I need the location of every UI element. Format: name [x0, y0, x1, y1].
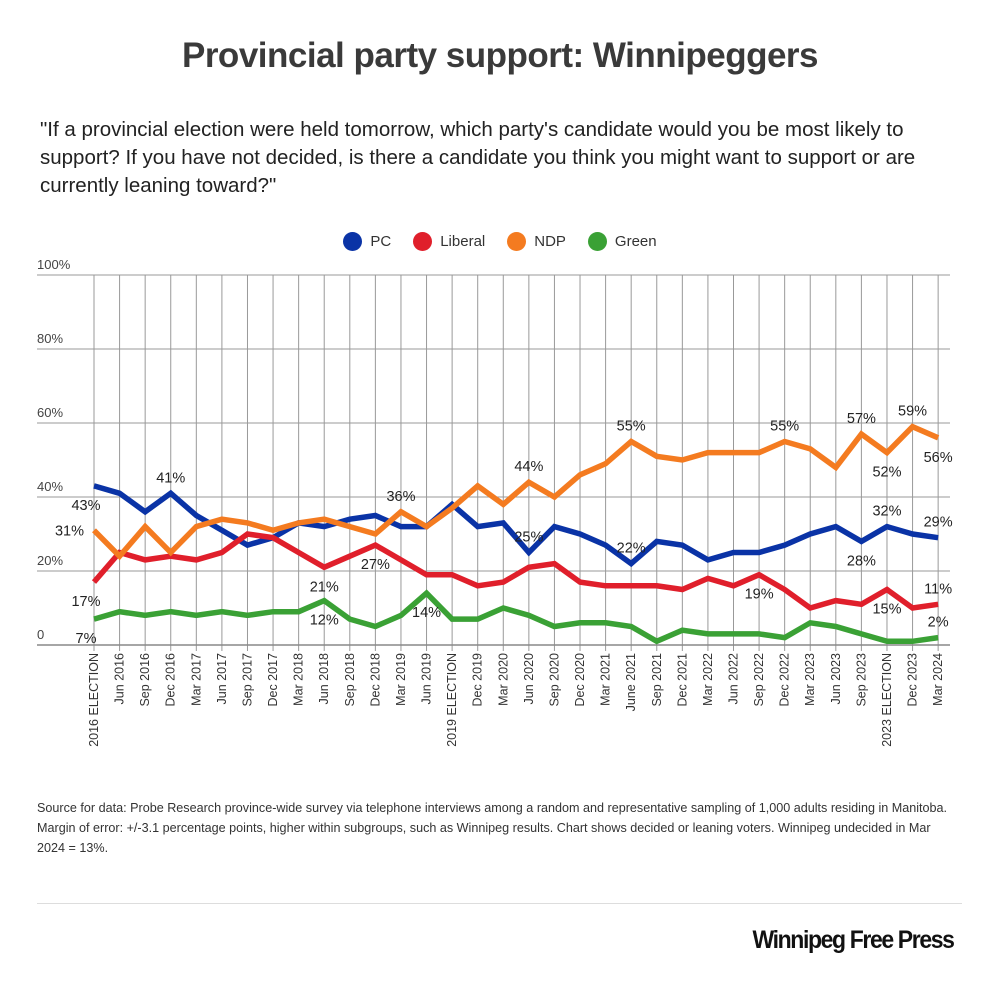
x-tick-label: Sep 2021	[650, 653, 664, 707]
x-tick-label: Mar 2022	[701, 653, 715, 706]
data-label: 44%	[514, 459, 543, 475]
data-label: 56%	[924, 450, 953, 466]
x-tick-label: Dec 2019	[471, 653, 485, 707]
y-tick-label: 100%	[37, 257, 71, 272]
x-tick-label: Dec 2018	[368, 653, 382, 707]
x-tick-label: Jun 2020	[522, 653, 536, 704]
legend-label: Liberal	[440, 233, 486, 250]
chart-title: Provincial party support: Winnipeggers	[181, 36, 819, 75]
x-tick-label: Sep 2018	[343, 653, 357, 707]
y-tick-label: 60%	[37, 405, 63, 420]
data-label: 31%	[55, 523, 84, 539]
legend-label: PC	[370, 233, 392, 250]
data-label: 12%	[310, 613, 339, 629]
data-label: 57%	[847, 411, 876, 427]
data-label: 21%	[310, 579, 339, 595]
x-tick-label: Dec 2020	[573, 653, 587, 707]
x-tick-label: Dec 2017	[266, 653, 280, 707]
x-tick-label: Mar 2019	[394, 653, 408, 706]
data-label: 43%	[71, 498, 100, 514]
data-label: 28%	[847, 553, 876, 569]
legend: PC Liberal NDP Green	[0, 232, 1000, 251]
legend-swatch-liberal	[413, 232, 433, 251]
x-tick-label: June 2021	[624, 653, 638, 711]
data-label: 36%	[386, 489, 415, 505]
series-line-green	[93, 589, 939, 645]
x-tick-label: Dec 2023	[906, 653, 920, 707]
x-tick-label: Mar 2023	[803, 653, 817, 706]
source-note: Source for data: Probe Research province…	[37, 801, 948, 855]
x-tick-label: Mar 2024	[931, 653, 945, 706]
x-tick-label: Sep 2023	[854, 653, 868, 707]
legend-label: NDP	[534, 233, 566, 250]
x-tick-label: Dec 2016	[164, 653, 178, 707]
series-line-ndp	[92, 423, 940, 561]
x-tick-label: Mar 2020	[496, 653, 510, 706]
series-line-pc	[93, 483, 939, 568]
y-tick-label: 0	[37, 627, 44, 642]
y-tick-label: 40%	[37, 479, 63, 494]
x-tick-label: Mar 2018	[292, 653, 306, 706]
legend-swatch-green	[587, 232, 607, 251]
legend-item-liberal: Liberal	[413, 232, 485, 251]
legend-label: Green	[614, 233, 657, 250]
data-label: 2%	[928, 615, 949, 631]
data-label: 52%	[872, 465, 901, 481]
x-tick-label: Sep 2016	[138, 653, 152, 707]
legend-item-pc: PC	[343, 232, 391, 251]
x-tick-label: 2023 ELECTION	[880, 653, 894, 747]
data-label: 55%	[617, 419, 646, 435]
data-label: 22%	[617, 541, 646, 557]
y-tick-label: 80%	[37, 331, 63, 346]
x-tick-label: Mar 2017	[189, 653, 203, 706]
legend-item-green: Green	[587, 232, 657, 251]
data-label: 11%	[924, 581, 952, 597]
x-tick-label: Jun 2017	[215, 653, 229, 704]
data-label: 19%	[745, 587, 774, 603]
data-label: 55%	[770, 419, 799, 435]
data-label: 15%	[872, 602, 901, 618]
divider	[37, 903, 962, 904]
x-tick-label: Jun 2019	[420, 653, 434, 704]
data-label: 17%	[71, 594, 100, 610]
data-label: 59%	[898, 404, 927, 420]
x-tick-label: 2019 ELECTION	[445, 653, 459, 747]
chart-subtitle-question: "If a provincial election were held tomo…	[40, 118, 916, 197]
data-label: 27%	[361, 557, 390, 573]
data-label: 32%	[872, 504, 901, 520]
x-tick-label: Sep 2022	[752, 653, 766, 707]
legend-swatch-ndp	[507, 232, 527, 251]
x-tick-label: Mar 2021	[599, 653, 613, 706]
publisher-logo: Winnipeg Free Press	[752, 926, 955, 954]
x-tick-label: Jun 2023	[829, 653, 843, 704]
data-label: 25%	[514, 530, 543, 546]
x-tick-label: Jun 2022	[727, 653, 741, 704]
data-label: 14%	[412, 605, 441, 621]
x-tick-label: Sep 2017	[240, 653, 254, 707]
x-tick-label: Dec 2022	[778, 653, 792, 707]
x-tick-label: Sep 2020	[547, 653, 561, 707]
data-label: 7%	[76, 631, 97, 647]
y-tick-label: 20%	[37, 553, 63, 568]
legend-swatch-pc	[343, 232, 363, 251]
data-label: 29%	[924, 515, 953, 531]
x-tick-label: Jun 2018	[317, 653, 331, 704]
line-chart: 0 20% 40% 60% 80% 100% 2016 ELECTION Jun 2016 Se…	[37, 257, 953, 747]
data-label: 41%	[156, 470, 185, 486]
x-tick-label: Jun 2016	[113, 653, 127, 704]
x-tick-label: Dec 2021	[675, 653, 689, 707]
legend-item-ndp: NDP	[507, 232, 566, 251]
x-tick-label: 2016 ELECTION	[87, 653, 101, 747]
series-line-liberal	[91, 531, 939, 612]
